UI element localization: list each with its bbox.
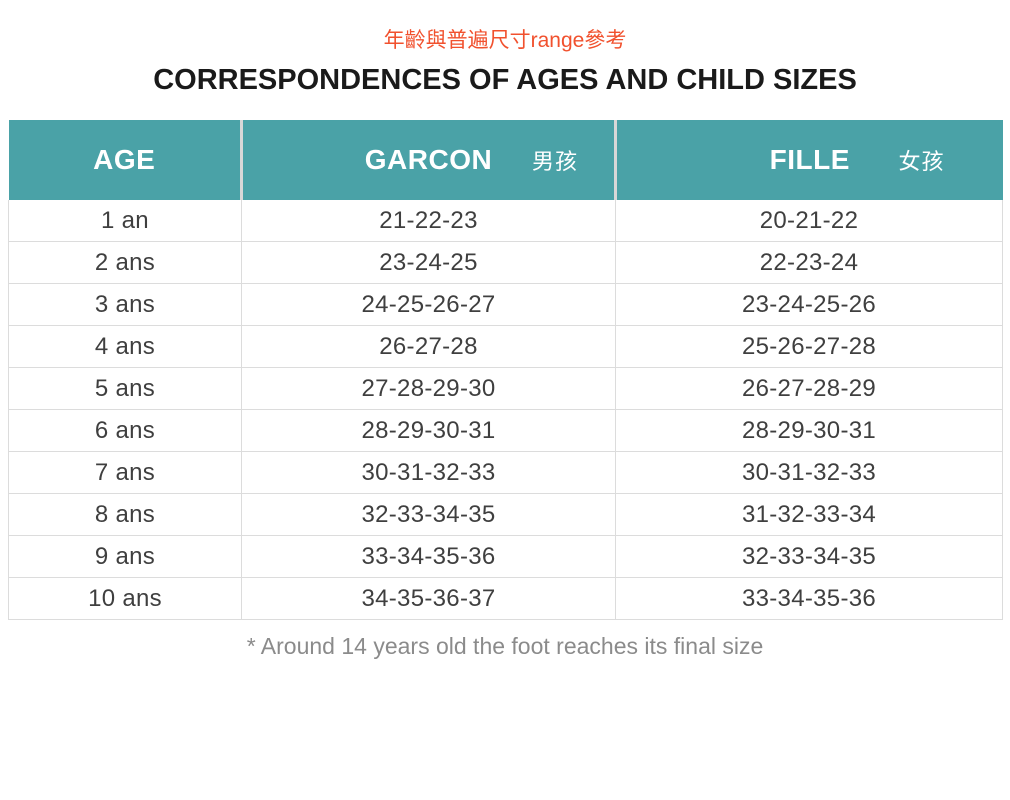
- garcon-cell: 34-35-36-37: [241, 577, 616, 621]
- age-cell: 5 ans: [8, 367, 242, 411]
- garcon-cell: 21-22-23: [241, 199, 616, 243]
- table-row: 1 an 21-22-23 20-21-22: [8, 199, 1003, 243]
- table-body: 1 an 21-22-23 20-21-22 2 ans 23-24-25 22…: [8, 199, 1003, 621]
- table-row: 5 ans 27-28-29-30 26-27-28-29: [8, 367, 1003, 411]
- header-cell-fille: FILLE 女孩: [615, 119, 1003, 200]
- garcon-cell: 27-28-29-30: [241, 367, 616, 411]
- table-header: AGE GARCON 男孩 FILLE 女孩: [8, 119, 1003, 200]
- fille-cell: 20-21-22: [615, 199, 1003, 243]
- garcon-cell: 23-24-25: [241, 241, 616, 285]
- garcon-cell: 30-31-32-33: [241, 451, 616, 495]
- garcon-cell: 32-33-34-35: [241, 493, 616, 537]
- header-cell-garcon: GARCON 男孩: [241, 119, 617, 200]
- age-cell: 1 an: [8, 199, 242, 243]
- fille-cell: 33-34-35-36: [615, 577, 1003, 621]
- fille-cell: 22-23-24: [615, 241, 1003, 285]
- subtitle-zh: 年齡與普遍尺寸range參考: [383, 29, 627, 52]
- header-age-label: AGE: [93, 143, 156, 175]
- table-row: 2 ans 23-24-25 22-23-24: [8, 241, 1003, 285]
- table-row: 8 ans 32-33-34-35 31-32-33-34: [8, 493, 1003, 537]
- table-row: 4 ans 26-27-28 25-26-27-28: [8, 325, 1003, 369]
- header-garcon-label: GARCON: [364, 143, 493, 175]
- fille-cell: 32-33-34-35: [615, 535, 1003, 579]
- table-row: 7 ans 30-31-32-33 30-31-32-33: [8, 451, 1003, 495]
- table-row: 3 ans 24-25-26-27 23-24-25-26: [8, 283, 1003, 327]
- age-cell: 4 ans: [8, 325, 242, 369]
- table-row: 6 ans 28-29-30-31 28-29-30-31: [8, 409, 1003, 453]
- fille-cell: 31-32-33-34: [615, 493, 1003, 537]
- fille-cell: 25-26-27-28: [615, 325, 1003, 369]
- age-cell: 2 ans: [8, 241, 242, 285]
- fille-cell: 30-31-32-33: [615, 451, 1003, 495]
- garcon-cell: 24-25-26-27: [241, 283, 616, 327]
- header-garcon-label-zh: 男孩: [531, 148, 578, 174]
- age-cell: 9 ans: [8, 535, 242, 579]
- age-cell: 10 ans: [8, 577, 242, 621]
- garcon-cell: 26-27-28: [241, 325, 616, 369]
- header-cell-age: AGE: [8, 119, 243, 200]
- header-fille-label: FILLE: [769, 143, 850, 175]
- age-cell: 6 ans: [8, 409, 242, 453]
- header-fille-label-zh: 女孩: [898, 148, 945, 174]
- age-cell: 7 ans: [8, 451, 242, 495]
- age-cell: 3 ans: [8, 283, 242, 327]
- garcon-cell: 33-34-35-36: [241, 535, 616, 579]
- age-cell: 8 ans: [8, 493, 242, 537]
- fille-cell: 28-29-30-31: [615, 409, 1003, 453]
- fille-cell: 23-24-25-26: [615, 283, 1003, 327]
- page-title: CORRESPONDENCES OF AGES AND CHILD SIZES: [153, 64, 857, 97]
- fille-cell: 26-27-28-29: [615, 367, 1003, 411]
- garcon-cell: 28-29-30-31: [241, 409, 616, 453]
- table-row: 9 ans 33-34-35-36 32-33-34-35: [8, 535, 1003, 579]
- footnote: * Around 14 years old the foot reaches i…: [246, 633, 764, 660]
- table-row: 10 ans 34-35-36-37 33-34-35-36: [8, 577, 1003, 621]
- header-row: AGE GARCON 男孩 FILLE 女孩: [8, 119, 1003, 200]
- size-table: AGE GARCON 男孩 FILLE 女孩 1 an 21-22-23 20-…: [8, 119, 1003, 621]
